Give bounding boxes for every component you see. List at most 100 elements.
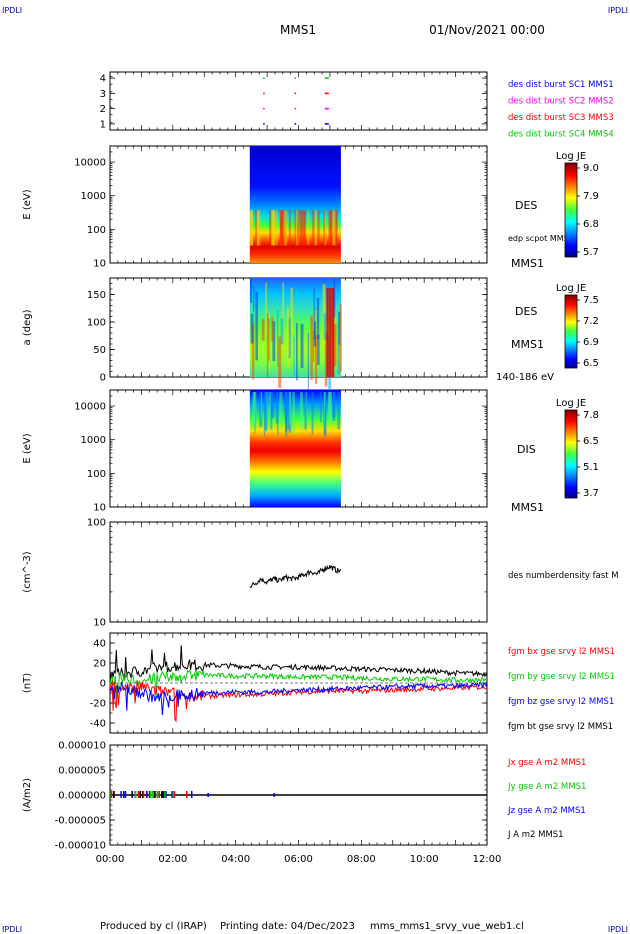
- spectrogram-streak: [292, 392, 295, 434]
- spectrogram-streak: [334, 308, 336, 339]
- colorbar-label: 6.9: [583, 337, 599, 348]
- spectrogram-streak: [263, 392, 266, 436]
- spectrogram-streak: [288, 210, 291, 246]
- spectrogram-streak: [335, 210, 338, 246]
- spectrogram-streak: [261, 318, 265, 341]
- fgm-series-line: [109, 681, 488, 716]
- current-spike: [161, 791, 164, 798]
- spectrogram-streak: [268, 210, 272, 246]
- spectrogram-streak: [324, 210, 327, 246]
- spacecraft-label: MMS1: [511, 257, 544, 270]
- spectrogram-streak: [280, 318, 284, 345]
- spacecraft-title: MMS1: [280, 23, 316, 37]
- spectrogram-streak: [275, 392, 279, 424]
- current-spike: [154, 791, 157, 798]
- spectrogram-streak: [283, 210, 286, 246]
- burst-marker: [324, 107, 329, 110]
- species-label: DIS: [517, 443, 536, 456]
- current-spike: [165, 791, 167, 798]
- legend-entry: fgm bx gse srvy l2 MMS1: [508, 647, 615, 657]
- spectrogram-streak: [279, 210, 283, 246]
- current-spike: [173, 791, 176, 798]
- spectrogram-streak: [277, 310, 279, 367]
- density-series-line: [249, 564, 342, 589]
- spectrogram-streak: [300, 210, 304, 246]
- current-spike: [141, 791, 144, 798]
- spectrogram-streak: [249, 210, 254, 246]
- current-spike: [113, 791, 115, 798]
- spectrogram-streak: [324, 332, 328, 387]
- colorbar-4: [564, 409, 578, 499]
- burst-marker: [294, 77, 297, 79]
- potential-label: edp scpot MMS1: [508, 234, 574, 243]
- spectrogram-streak: [314, 210, 318, 246]
- spectrogram-streak: [317, 334, 320, 366]
- spectrogram-streak: [311, 392, 314, 435]
- current-spike: [137, 791, 140, 798]
- spectrogram-streak: [295, 322, 298, 381]
- spectrogram-streak: [293, 337, 295, 378]
- burst-marker: [324, 92, 329, 95]
- legend-entry: fgm bz gse srvy l2 MMS1: [508, 697, 614, 707]
- legend-entry: des dist burst SC3 MMS3: [508, 113, 614, 123]
- spectrogram-streak: [279, 392, 282, 422]
- current-spike: [151, 791, 154, 798]
- spectrogram-streak: [323, 392, 326, 429]
- spectrogram-streak: [252, 392, 255, 429]
- corner-label-top-left: IPDLI: [2, 6, 22, 15]
- colorbar-label: 6.5: [583, 358, 599, 369]
- spectrogram-streak: [270, 392, 273, 418]
- y-axis-label: (cm^-3): [22, 551, 33, 592]
- y-tick-label: 1000: [81, 435, 106, 446]
- spacecraft-label: MMS1: [511, 501, 544, 514]
- x-tick-label: 06:00: [284, 854, 313, 865]
- current-spike: [142, 791, 145, 798]
- spectrogram-streak: [250, 210, 253, 246]
- legend-entry: Jx gse A m2 MMS1: [507, 758, 586, 768]
- colorbar-label: 7.2: [583, 316, 599, 327]
- y-tick-label: 50: [93, 345, 106, 356]
- colorbar-label: 5.1: [583, 462, 599, 473]
- current-spike: [158, 791, 161, 798]
- spectrogram-streak: [333, 278, 335, 318]
- spectrogram-streak: [337, 392, 340, 430]
- colorbar-2: [564, 162, 578, 258]
- x-tick-label: 04:00: [221, 854, 250, 865]
- spectrogram-streak: [329, 210, 332, 246]
- spectrogram-streak: [332, 210, 336, 246]
- spectrogram-streak: [307, 210, 310, 246]
- y-tick-label: 150: [87, 290, 106, 301]
- spectrogram-streak: [312, 210, 315, 246]
- spectrogram-streak: [314, 334, 318, 385]
- y-tick-label: 40: [93, 639, 106, 650]
- footer-filename: mms_mms1_srvy_vue_web1.cl: [370, 921, 524, 932]
- spectrogram-streak: [296, 210, 299, 246]
- spectrogram-streak: [256, 210, 260, 246]
- spectrogram-streak: [268, 318, 270, 361]
- y-axis-label: (nT): [22, 673, 33, 693]
- spectrogram-streak: [249, 210, 253, 246]
- y-tick-label: 20: [93, 659, 106, 670]
- spectrogram-streak: [286, 307, 289, 356]
- spectrogram-streak: [255, 210, 258, 246]
- y-tick-label: 0: [100, 679, 106, 690]
- current-spike: [139, 791, 142, 798]
- y-tick-label: -0.000005: [55, 816, 106, 827]
- current-spike: [134, 791, 137, 798]
- burst-marker: [263, 92, 265, 95]
- x-tick-label: 08:00: [347, 854, 376, 865]
- y-tick-label: 10: [93, 259, 106, 270]
- current-spike: [124, 791, 127, 798]
- spectrogram-streak: [271, 210, 275, 246]
- spectrogram-streak: [296, 210, 299, 246]
- spectrogram-streak: [337, 325, 340, 375]
- spectrogram-streak: [313, 288, 315, 340]
- spacecraft-label: MMS1: [511, 338, 544, 351]
- spectrogram-streak: [303, 210, 306, 246]
- y-tick-label: 100: [87, 518, 106, 529]
- current-spike: [156, 791, 159, 798]
- current-spike: [138, 791, 141, 798]
- date-title: 01/Nov/2021 00:00: [429, 23, 545, 37]
- burst-marker: [324, 123, 329, 125]
